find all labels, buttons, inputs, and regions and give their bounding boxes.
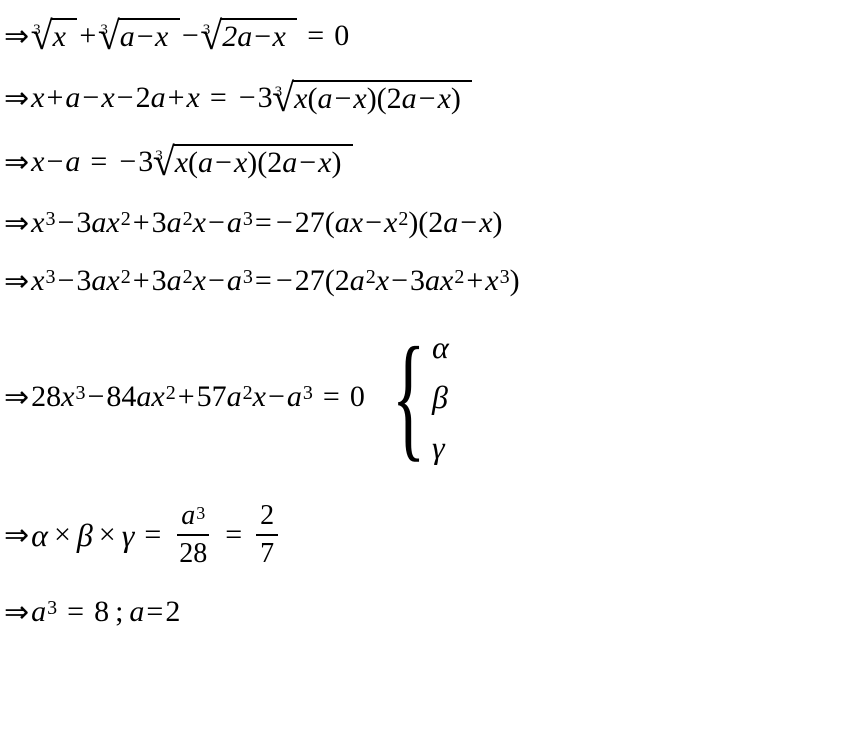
cube-root-product: 3 √ x(a−x)(2a−x) [273, 80, 473, 116]
times-op: × [54, 518, 71, 552]
zero: 0 [334, 19, 349, 53]
equation-line-2: ⇒ x + a − x − 2a + x = − 3 3 √ x(a−x)(2a… [4, 68, 858, 128]
radicand: x [51, 18, 78, 54]
root-gamma: γ [432, 429, 449, 466]
fraction-a3-28: a3 28 [175, 498, 211, 573]
minus-op: − [182, 19, 199, 53]
root-index: 3 [33, 22, 41, 39]
cases-bracket: { α β γ [375, 322, 449, 472]
fraction-2-7: 2 7 [256, 498, 278, 573]
equation-line-1: ⇒ 3 √ x + 3 √ a−x − 3 √ 2a−x = 0 [4, 8, 858, 64]
equation-line-4: ⇒ x3 − 3ax2 + 3a2x − a3 = − 27 (ax−x2)(2… [4, 196, 858, 250]
equals-sign: = [307, 19, 324, 53]
plus-op: + [79, 19, 96, 53]
cube-root-2a-minus-x: 3 √ 2a−x [201, 18, 298, 54]
equation-line-8: ⇒ a3 = 8 ; a = 2 [4, 588, 858, 636]
equation-line-5: ⇒ x3 − 3ax2 + 3a2x − a3 = − 27 (2a2x−3ax… [4, 254, 858, 308]
equation-line-7: ⇒ α × β × γ = a3 28 = 2 7 [4, 486, 858, 584]
equation-line-3: ⇒ x − a = − 3 3 √ x(a−x)(2a−x) [4, 132, 858, 192]
semicolon: ; [115, 595, 123, 629]
cube-root-x: 3 √ x [31, 18, 77, 54]
equation-line-6: ⇒ 28x3 − 84ax2 + 57a2x − a3 = 0 { α β γ [4, 312, 858, 482]
cube-root-product-2: 3 √ x(a−x)(2a−x) [153, 144, 353, 180]
left-brace-icon: { [392, 341, 426, 453]
root-alpha: α [432, 329, 449, 366]
root-beta: β [432, 379, 449, 416]
implies-arrow: ⇒ [4, 19, 29, 54]
cube-root-a-minus-x: 3 √ a−x [98, 18, 180, 54]
